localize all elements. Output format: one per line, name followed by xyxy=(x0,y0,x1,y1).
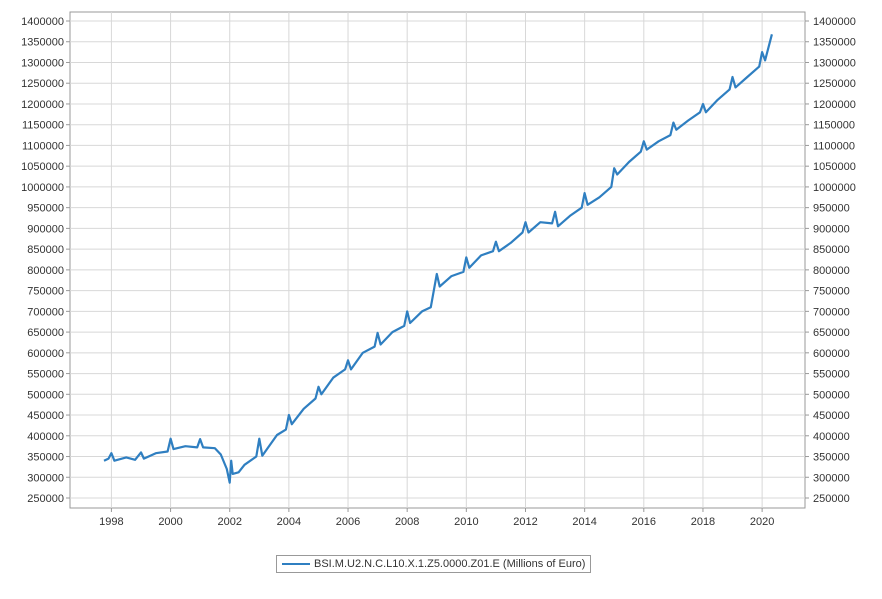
y-tick-label: 1150000 xyxy=(22,120,64,132)
x-tick-label: 2020 xyxy=(750,516,774,528)
y-tick-label: 1100000 xyxy=(22,140,64,152)
y-tick-label: 1350000 xyxy=(21,37,64,49)
y-tick-label: 1200000 xyxy=(21,99,64,111)
x-tick-label: 2016 xyxy=(632,516,656,528)
x-tick-label: 1998 xyxy=(99,516,123,528)
y-tick-label-right: 1150000 xyxy=(813,120,855,132)
x-tick-label: 2012 xyxy=(513,516,537,528)
y-tick-label: 950000 xyxy=(27,203,64,215)
y-tick-label-right: 750000 xyxy=(813,286,850,298)
y-tick-label: 450000 xyxy=(27,410,64,422)
x-tick-label: 2014 xyxy=(572,516,596,528)
y-tick-label: 600000 xyxy=(27,348,64,360)
y-tick-label: 300000 xyxy=(27,472,64,484)
y-tick-label-right: 650000 xyxy=(813,327,850,339)
y-tick-label-right: 1200000 xyxy=(813,99,856,111)
x-tick-label: 2010 xyxy=(454,516,478,528)
y-tick-label-right: 550000 xyxy=(813,369,850,381)
y-tick-label-right: 1100000 xyxy=(813,140,855,152)
y-tick-label: 550000 xyxy=(27,369,64,381)
series-line xyxy=(103,34,773,484)
y-tick-label: 500000 xyxy=(27,389,64,401)
y-tick-label: 1050000 xyxy=(21,161,64,173)
y-tick-label: 1000000 xyxy=(21,182,64,194)
y-tick-label-right: 800000 xyxy=(813,265,850,277)
plot-area xyxy=(69,11,806,509)
y-tick-label-right: 600000 xyxy=(813,348,850,360)
y-tick-label: 900000 xyxy=(27,223,64,235)
y-tick-label: 400000 xyxy=(27,431,64,443)
x-tick-label: 2006 xyxy=(336,516,360,528)
y-tick-label-right: 1300000 xyxy=(813,57,856,69)
x-tick-label: 2008 xyxy=(395,516,419,528)
y-tick-label-right: 250000 xyxy=(813,493,850,505)
line-chart: 250000 250000 300000 300000 350000 350000 4000… xyxy=(21,11,856,528)
y-tick-label-right: 700000 xyxy=(813,306,850,318)
y-tick-label: 750000 xyxy=(27,286,64,298)
legend: BSI.M.U2.N.C.L10.X.1.Z5.0000.Z01.E (Mill… xyxy=(276,555,592,573)
y-tick-label-right: 1400000 xyxy=(813,16,856,28)
y-tick-label: 250000 xyxy=(27,493,64,505)
legend-swatch xyxy=(282,563,310,565)
y-tick-label-right: 300000 xyxy=(813,472,850,484)
y-tick-label: 1300000 xyxy=(21,57,64,69)
y-tick-label: 1400000 xyxy=(21,16,64,28)
y-tick-label-right: 350000 xyxy=(813,452,850,464)
y-tick-label-right: 850000 xyxy=(813,244,850,256)
x-tick-label: 2004 xyxy=(277,516,301,528)
y-tick-label-right: 500000 xyxy=(813,389,850,401)
y-tick-label: 850000 xyxy=(27,244,64,256)
y-tick-label-right: 450000 xyxy=(813,410,850,422)
y-tick-label-right: 1000000 xyxy=(813,182,856,194)
y-tick-label-right: 950000 xyxy=(813,203,850,215)
y-tick-label: 650000 xyxy=(27,327,64,339)
y-tick-label: 700000 xyxy=(27,306,64,318)
x-tick-label: 2002 xyxy=(217,516,241,528)
y-tick-label-right: 400000 xyxy=(813,431,850,443)
y-tick-label: 800000 xyxy=(27,265,64,277)
x-tick-label: 2000 xyxy=(158,516,182,528)
y-tick-label: 1250000 xyxy=(21,78,64,90)
y-tick-label-right: 900000 xyxy=(813,223,850,235)
y-tick-label-right: 1350000 xyxy=(813,37,856,49)
y-tick-label-right: 1250000 xyxy=(813,78,856,90)
y-tick-label-right: 1050000 xyxy=(813,161,856,173)
y-tick-label: 350000 xyxy=(27,452,64,464)
x-tick-label: 2018 xyxy=(691,516,715,528)
legend-label: BSI.M.U2.N.C.L10.X.1.Z5.0000.Z01.E (Mill… xyxy=(314,558,586,570)
